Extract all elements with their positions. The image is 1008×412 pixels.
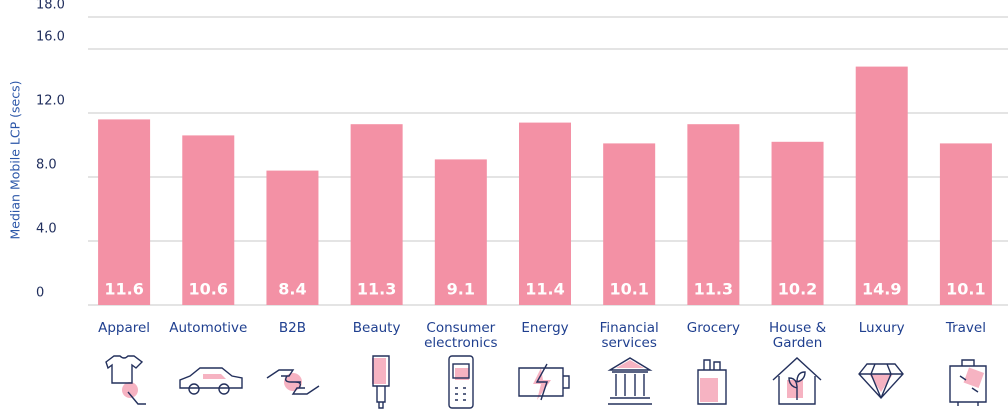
y-axis-title: Median Mobile LCP (secs) — [8, 81, 23, 240]
bar — [687, 124, 740, 305]
value-label: 10.6 — [189, 280, 228, 299]
y-tick-label: 12.0 — [36, 94, 65, 109]
value-label: 9.1 — [447, 280, 475, 299]
y-tick-label: 8.0 — [36, 158, 57, 173]
y-tick-label: 4.0 — [36, 222, 57, 237]
value-label: 11.6 — [104, 280, 143, 299]
x-tick-label: Consumer electronics — [424, 320, 498, 351]
category-icons — [105, 355, 987, 409]
bar — [434, 159, 487, 305]
value-label: 11.3 — [694, 280, 733, 299]
x-tick-label: Grocery — [686, 320, 740, 336]
value-label: 14.9 — [862, 280, 901, 299]
value-label: 10.2 — [778, 280, 817, 299]
x-tick-label: B2B — [278, 320, 307, 336]
x-tick-label: Luxury — [858, 320, 905, 336]
bar — [939, 143, 992, 305]
y-tick-label: 0 — [36, 286, 44, 301]
bar — [266, 170, 319, 305]
bar — [350, 124, 403, 305]
bar — [182, 135, 235, 305]
x-tick-label: Beauty — [352, 320, 401, 336]
value-label: 10.1 — [946, 280, 985, 299]
y-tick-label: 16.0 — [36, 30, 65, 45]
x-tick-label: Automotive — [169, 320, 248, 336]
bar — [519, 122, 571, 305]
x-tick-label: Energy — [521, 320, 569, 336]
bar — [771, 141, 824, 305]
value-label: 8.4 — [278, 280, 306, 299]
bar — [98, 119, 151, 306]
value-label: 10.1 — [609, 280, 648, 299]
y-tick-label: 18.0 — [36, 0, 65, 13]
value-label: 11.3 — [357, 280, 396, 299]
value-label: 11.4 — [525, 280, 564, 299]
x-tick-label: Apparel — [98, 320, 151, 336]
x-tick-label: House & Garden — [768, 320, 827, 351]
bar — [603, 143, 656, 305]
x-tick-label: Financial services — [599, 320, 659, 351]
bar — [855, 66, 908, 305]
x-tick-label: Travel — [945, 320, 986, 336]
